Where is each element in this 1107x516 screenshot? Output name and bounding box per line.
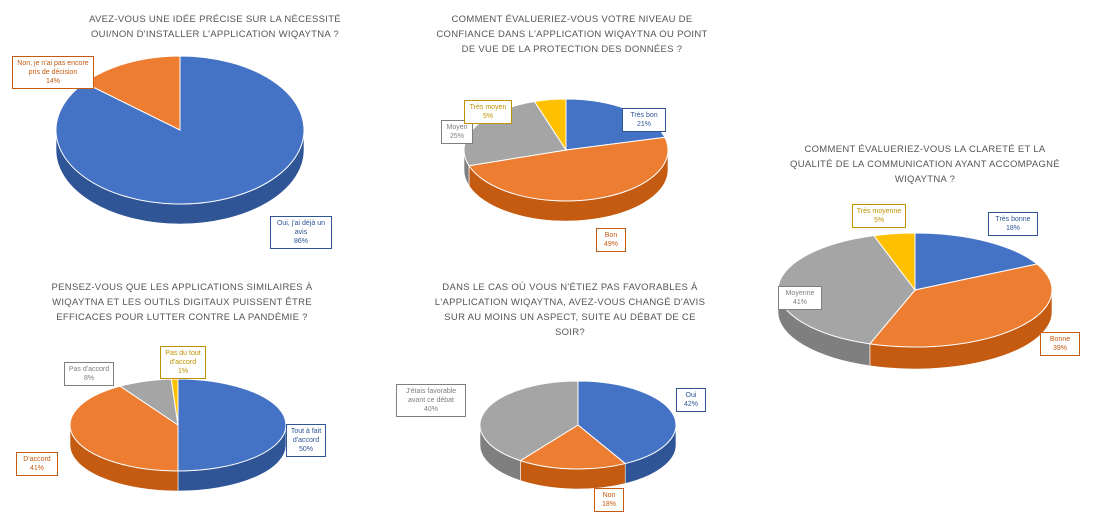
data-label: Pas d'accord 8% bbox=[64, 362, 114, 386]
data-label: Oui 42% bbox=[676, 388, 706, 412]
slice-label: Moyenne bbox=[785, 290, 815, 297]
data-label: Oui, j'ai déjà un avis 86% bbox=[270, 216, 332, 249]
chart-title-line: SUR AU MOINS UN ASPECT, SUITE AU DÉBAT D… bbox=[444, 312, 696, 323]
slice-label: Tout à fait d'accord bbox=[290, 428, 322, 444]
slice-percent: 1% bbox=[177, 368, 189, 375]
slice-percent: 42% bbox=[683, 401, 698, 408]
data-label: Moyenne 41% bbox=[778, 286, 822, 310]
pie-slice bbox=[914, 232, 1039, 291]
slice-percent: 39% bbox=[1052, 345, 1067, 352]
slice-percent: 49% bbox=[603, 241, 618, 248]
slice-label: Oui bbox=[685, 392, 697, 399]
chart-title: COMMENT ÉVALUERIEZ-VOUS LA CLARETÉ ET LA… bbox=[760, 142, 1090, 187]
data-label: Bonne 39% bbox=[1040, 332, 1080, 356]
slice-label: Très moyenne bbox=[856, 208, 902, 215]
slice-percent: 5% bbox=[482, 113, 494, 120]
chart-title: PENSEZ-VOUS QUE LES APPLICATIONS SIMILAI… bbox=[0, 280, 364, 325]
chart-title: AVEZ-VOUS UNE IDÉE PRÉCISE SUR LA NÉCESS… bbox=[0, 12, 430, 42]
chart-title-line: AVEZ-VOUS UNE IDÉE PRÉCISE SUR LA NÉCESS… bbox=[89, 14, 341, 25]
slice-percent: 41% bbox=[792, 299, 807, 306]
slice-percent: 18% bbox=[1005, 225, 1020, 232]
slice-label: Très bonne bbox=[995, 216, 1031, 223]
slice-label: Oui, j'ai déjà un avis bbox=[276, 220, 326, 236]
pie-slice bbox=[170, 378, 179, 426]
data-label: Très moyenne 5% bbox=[852, 204, 906, 228]
chart-title-line: WIQAYTNA ET LES OUTILS DIGITAUX PUISSENT… bbox=[52, 297, 312, 308]
slice-label: Bon bbox=[604, 232, 618, 239]
pie-slice bbox=[479, 380, 579, 462]
chart-title-line: QUALITÉ DE LA COMMUNICATION AYANT ACCOMP… bbox=[790, 159, 1060, 170]
chart-title-line: COMMENT ÉVALUERIEZ-VOUS LA CLARETÉ ET LA bbox=[804, 144, 1046, 155]
slice-percent: 50% bbox=[298, 446, 313, 453]
chart-title-line: L'APPLICATION WIQAYTNA, AVEZ-VOUS CHANGÉ… bbox=[434, 297, 706, 308]
data-label: Très moyen 5% bbox=[464, 100, 512, 124]
slice-label: Pas du tout d'accord bbox=[165, 350, 201, 366]
chart-title-line: CONFIANCE DANS L'APPLICATION WIQAYTNA OU… bbox=[436, 29, 708, 40]
chart-title-line: COMMENT ÉVALUERIEZ-VOUS VOTRE NIVEAU DE bbox=[451, 14, 693, 25]
chart-title-line: DANS LE CAS OÙ VOUS N'ÉTIEZ PAS FAVORABL… bbox=[442, 282, 698, 293]
slice-label: Très moyen bbox=[469, 104, 507, 111]
slice-percent: 14% bbox=[45, 78, 60, 85]
slice-label: Pas d'accord bbox=[68, 366, 110, 373]
chart-title-line: PENSEZ-VOUS QUE LES APPLICATIONS SIMILAI… bbox=[51, 282, 313, 293]
slice-percent: 41% bbox=[29, 465, 44, 472]
pie-slice bbox=[868, 263, 1053, 348]
slice-percent: 25% bbox=[449, 133, 464, 140]
chart-title-line: WIQAYTNA ? bbox=[894, 174, 956, 185]
slice-label: Très bon bbox=[630, 112, 658, 119]
chart-title-line: SOIR? bbox=[554, 327, 585, 338]
data-label: Très bonne 18% bbox=[988, 212, 1038, 236]
data-label: Bon 49% bbox=[596, 228, 626, 252]
chart-title-line: DE VUE DE LA PROTECTION DES DONNÉES ? bbox=[461, 44, 683, 55]
chart-title: DANS LE CAS OÙ VOUS N'ÉTIEZ PAS FAVORABL… bbox=[400, 280, 740, 340]
data-label: Pas du tout d'accord 1% bbox=[160, 346, 206, 379]
slice-label: D'accord bbox=[23, 456, 51, 463]
data-label: Tout à fait d'accord 50% bbox=[286, 424, 326, 457]
slice-label: Moyen bbox=[446, 124, 468, 131]
chart-title: COMMENT ÉVALUERIEZ-VOUS VOTRE NIVEAU DE … bbox=[392, 12, 752, 57]
data-label: Très bon 21% bbox=[622, 108, 666, 132]
slice-percent: 21% bbox=[636, 121, 651, 128]
slice-label: Bonne bbox=[1049, 336, 1071, 343]
pie-slice bbox=[468, 136, 669, 202]
data-label: Non 18% bbox=[594, 488, 624, 512]
chart-title-line: EFFICACES POUR LUTTER CONTRE LA PANDÉMIE… bbox=[56, 312, 308, 323]
slice-percent: 8% bbox=[83, 375, 95, 382]
slice-label: Non, je n'ai pas encore pris de décision bbox=[17, 60, 89, 76]
slice-label: Non bbox=[602, 492, 616, 499]
slice-percent: 18% bbox=[601, 501, 616, 508]
chart-title-line: OUI/NON D'INSTALLER L'APPLICATION WIQAYT… bbox=[90, 29, 340, 40]
data-label: Non, je n'ai pas encore pris de décision… bbox=[12, 56, 94, 89]
data-label: Moyen 25% bbox=[441, 120, 473, 144]
pie-slice bbox=[519, 424, 627, 470]
data-label: D'accord 41% bbox=[16, 452, 58, 476]
pie-slice bbox=[577, 380, 677, 465]
pie-slice bbox=[872, 232, 916, 292]
pie-slice bbox=[533, 98, 567, 152]
slice-percent: 5% bbox=[873, 217, 885, 224]
slice-percent: 40% bbox=[423, 406, 438, 413]
slice-percent: 86% bbox=[293, 238, 308, 245]
data-label: J'étais favorable avant ce débat 40% bbox=[396, 384, 466, 417]
slice-label: J'étais favorable avant ce débat bbox=[405, 388, 457, 404]
